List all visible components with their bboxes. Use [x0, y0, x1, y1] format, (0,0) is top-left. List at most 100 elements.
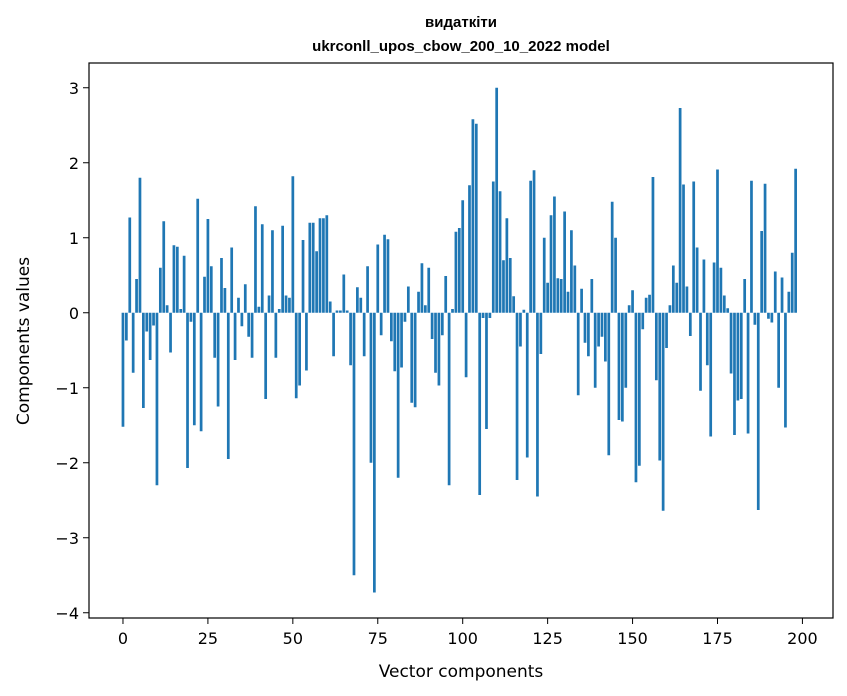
bar-27: [213, 312, 217, 358]
bar-108: [488, 312, 492, 318]
bar-173: [709, 312, 713, 437]
bar-160: [665, 312, 668, 348]
bar-65: [342, 274, 346, 313]
bar-111: [498, 191, 502, 313]
bar-38: [250, 312, 254, 358]
bar-123: [539, 312, 543, 354]
bar-189: [763, 183, 767, 313]
bar-196: [787, 291, 791, 313]
bar-118: [522, 309, 526, 313]
bar-17: [179, 309, 183, 313]
bar-117: [519, 312, 522, 347]
bar-109: [491, 181, 495, 313]
bar-81: [396, 312, 400, 478]
bar-23: [199, 312, 203, 432]
y-tick-label: −2: [55, 454, 79, 473]
bar-146: [617, 312, 621, 420]
bar-13: [165, 305, 169, 313]
bar-64: [339, 310, 342, 313]
bar-69: [356, 287, 359, 313]
bar-113: [505, 218, 509, 313]
bar-126: [549, 215, 553, 313]
bar-9: [152, 312, 155, 326]
bar-0: [121, 312, 125, 427]
bar-188: [760, 231, 764, 313]
bar-165: [682, 184, 685, 313]
bar-153: [641, 312, 645, 330]
bar-139: [593, 312, 597, 388]
bar-10: [155, 312, 159, 486]
bar-135: [580, 288, 583, 313]
bar-136: [583, 312, 587, 343]
chart-title-line1: видаткіти: [425, 14, 497, 31]
bar-20: [189, 312, 193, 322]
bar-77: [383, 234, 386, 313]
bar-168: [692, 181, 696, 313]
bar-151: [634, 312, 638, 483]
bar-63: [335, 310, 339, 313]
bar-93: [437, 312, 441, 386]
bar-138: [590, 279, 594, 313]
bar-26: [209, 266, 213, 313]
bar-89: [423, 305, 427, 313]
bar-130: [563, 211, 566, 313]
bar-198: [794, 168, 797, 313]
bar-101: [464, 312, 468, 378]
bar-68: [352, 312, 356, 576]
bar-32: [230, 247, 234, 313]
x-tick-label: 150: [617, 629, 648, 648]
bar-14: [169, 312, 172, 353]
bar-148: [624, 312, 628, 388]
bar-147: [621, 312, 624, 422]
bar-92: [434, 312, 437, 373]
bar-85: [410, 312, 414, 403]
bar-29: [220, 258, 223, 313]
bar-179: [729, 312, 733, 374]
bar-72: [366, 266, 369, 313]
bar-195: [784, 312, 787, 428]
bar-62: [332, 312, 335, 357]
bar-95: [444, 276, 448, 313]
bar-55: [308, 222, 312, 313]
bar-144: [610, 201, 614, 313]
bar-161: [668, 305, 672, 313]
bar-163: [675, 282, 679, 313]
bar-39: [254, 206, 257, 313]
bar-3: [131, 312, 135, 373]
bar-31: [226, 312, 230, 459]
bar-142: [604, 312, 607, 362]
bar-73: [369, 312, 373, 463]
bar-184: [746, 312, 750, 434]
bar-33: [233, 312, 237, 360]
bar-21: [192, 312, 196, 426]
x-tick-label: 50: [283, 629, 303, 648]
bar-19: [186, 312, 189, 468]
bar-157: [654, 312, 658, 381]
bar-167: [688, 312, 692, 336]
bar-122: [536, 312, 539, 497]
bar-127: [553, 196, 556, 313]
bar-175: [716, 169, 719, 313]
bar-178: [726, 308, 730, 313]
bar-171: [702, 259, 706, 313]
x-tick-label: 0: [118, 629, 128, 648]
x-tick-label: 100: [447, 629, 478, 648]
bar-45: [274, 312, 278, 358]
y-tick-label: 1: [69, 229, 79, 248]
bar-66: [345, 310, 349, 313]
bar-105: [478, 312, 482, 495]
bar-114: [508, 258, 512, 313]
bar-110: [495, 87, 499, 313]
bar-182: [739, 312, 743, 399]
y-axis-ticks: −4 −3 −2 −1 0 1 2 3: [55, 79, 89, 623]
bar-170: [699, 312, 702, 391]
bar-86: [413, 312, 417, 408]
bar-8: [148, 312, 152, 360]
bar-166: [685, 286, 689, 313]
bar-162: [671, 265, 675, 313]
bar-97: [451, 309, 454, 313]
bar-30: [223, 288, 227, 313]
bar-1: [125, 312, 128, 341]
bar-50: [291, 176, 295, 313]
bar-59: [322, 218, 325, 313]
